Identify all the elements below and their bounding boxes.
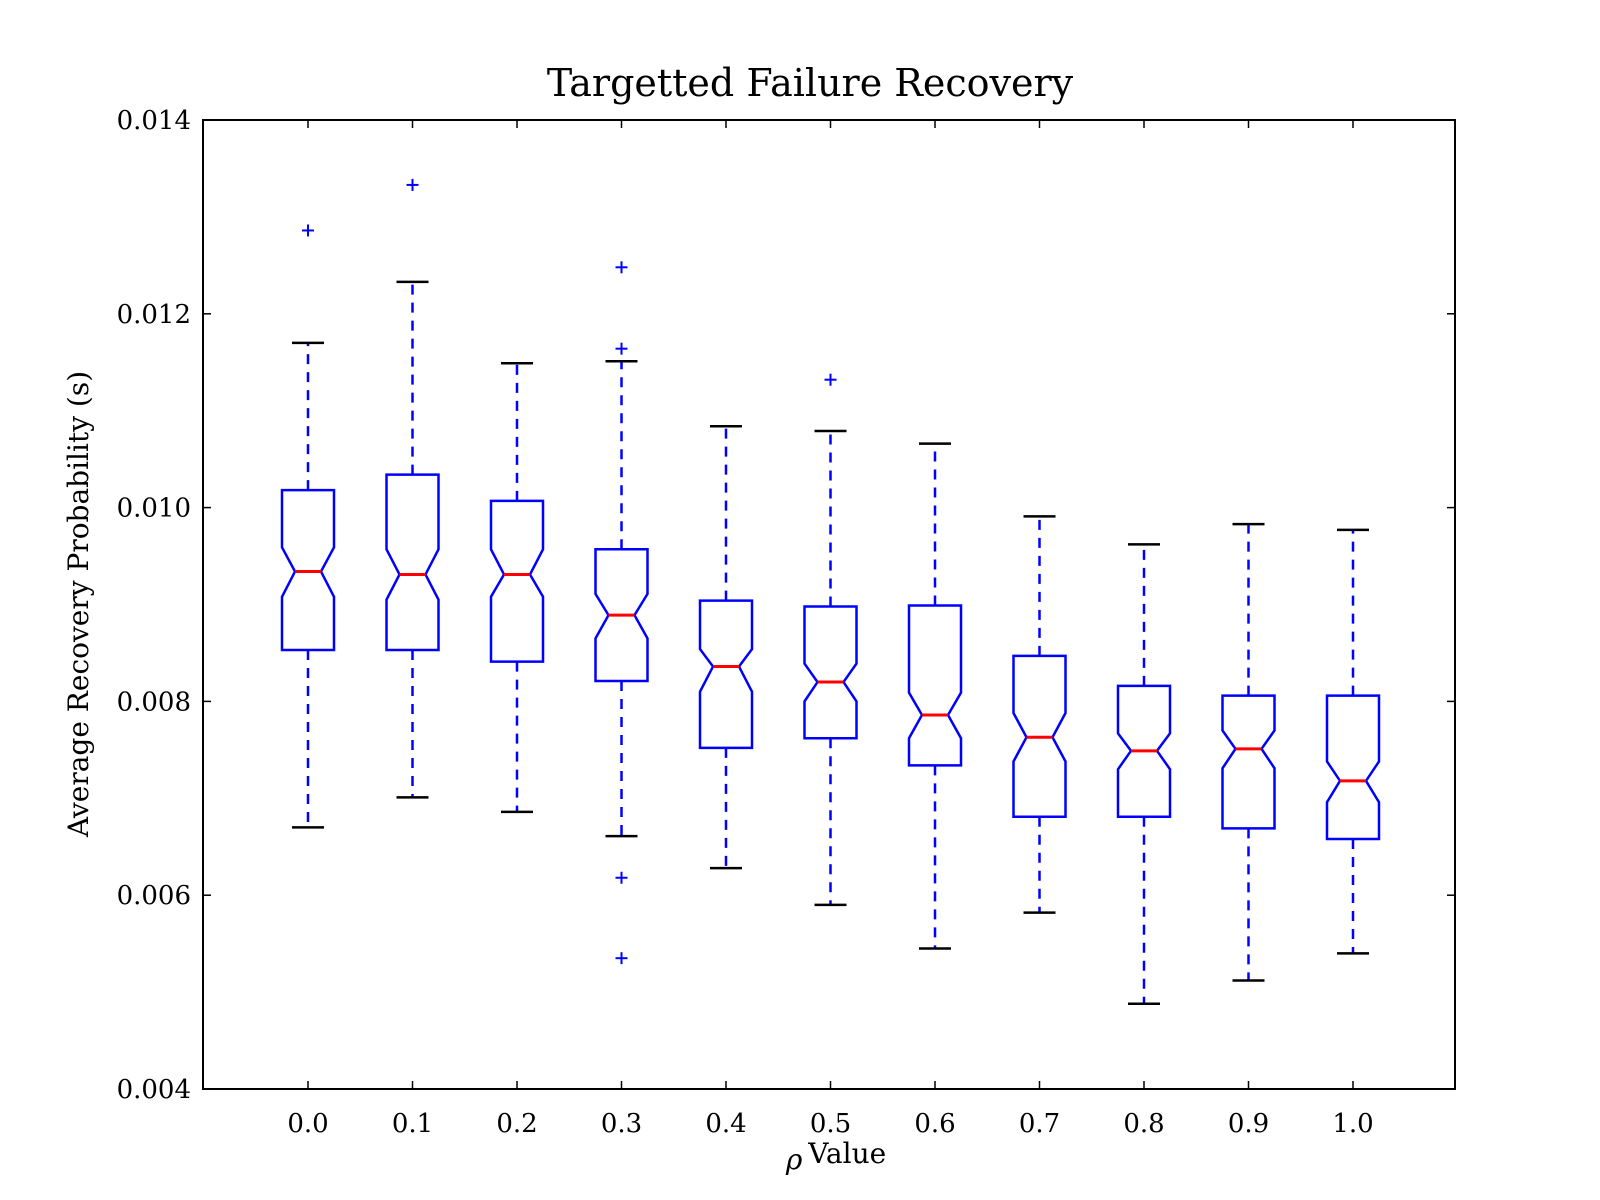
x-tick-label: 0.8 <box>1123 1109 1164 1139</box>
notched-box <box>594 548 649 683</box>
y-tick-label: 0.010 <box>117 494 191 524</box>
x-tick-label: 0.2 <box>496 1109 537 1139</box>
x-tick-label: 0.0 <box>287 1109 328 1139</box>
y-tick-label: 0.012 <box>117 300 191 330</box>
notched-box <box>280 488 336 652</box>
plot-frame <box>202 119 1456 1090</box>
chart-title: Targetted Failure Recovery <box>547 61 1074 105</box>
box-0.1 <box>385 178 440 799</box>
y-tick-label: 0.014 <box>117 106 191 136</box>
y-tick-label: 0.008 <box>117 687 191 717</box>
notched-box <box>1221 694 1276 830</box>
box-0.9 <box>1221 522 1276 982</box>
x-axis-label-group: ρ Value <box>785 1137 886 1176</box>
notched-box <box>803 605 858 740</box>
notched-box <box>698 599 754 750</box>
outlier-marker <box>824 373 837 386</box>
box-0.2 <box>489 361 545 814</box>
x-tick-label: 0.4 <box>705 1109 746 1139</box>
box-0.8 <box>1116 543 1172 1005</box>
outlier-marker <box>406 178 419 191</box>
x-tick-label: 0.6 <box>914 1109 955 1139</box>
outlier-marker <box>615 952 628 965</box>
x-tick-label: 0.1 <box>392 1109 433 1139</box>
x-tick-label: 1.0 <box>1332 1109 1373 1139</box>
y-axis-label: Average Recovery Probability (s) <box>62 371 95 838</box>
outlier-marker <box>615 342 628 355</box>
x-tick-label: 0.7 <box>1019 1109 1060 1139</box>
outlier-marker <box>302 224 314 237</box>
x-axis-symbol: ρ <box>785 1143 803 1176</box>
notched-box <box>1116 684 1172 818</box>
y-tick-label: 0.006 <box>117 881 191 911</box>
notched-box <box>1012 654 1067 818</box>
x-tick-label: 0.3 <box>601 1109 642 1139</box>
box-0.3 <box>594 261 649 965</box>
outlier-marker <box>615 871 628 884</box>
y-tick-label: 0.004 <box>117 1075 191 1105</box>
x-tick-label: 0.5 <box>810 1109 851 1139</box>
boxes-group <box>280 178 1381 1005</box>
notched-box <box>385 473 440 652</box>
x-tick-label: 0.9 <box>1228 1109 1269 1139</box>
axis-ticks: 0.004 0.006 0.008 0.010 0.012 0.014 0.0 0.1 0.2 0… <box>117 106 1455 1139</box>
box-1.0 <box>1325 528 1381 955</box>
notched-box <box>1325 694 1381 841</box>
box-0.5 <box>803 373 858 907</box>
box-0.4 <box>698 424 754 870</box>
notched-box <box>489 499 545 663</box>
x-axis-label: Value <box>807 1137 886 1170</box>
box-0.0 <box>280 224 336 829</box>
box-0.6 <box>907 442 963 950</box>
notched-box <box>907 604 963 767</box>
outlier-marker <box>615 261 628 274</box>
box-0.7 <box>1012 515 1067 914</box>
